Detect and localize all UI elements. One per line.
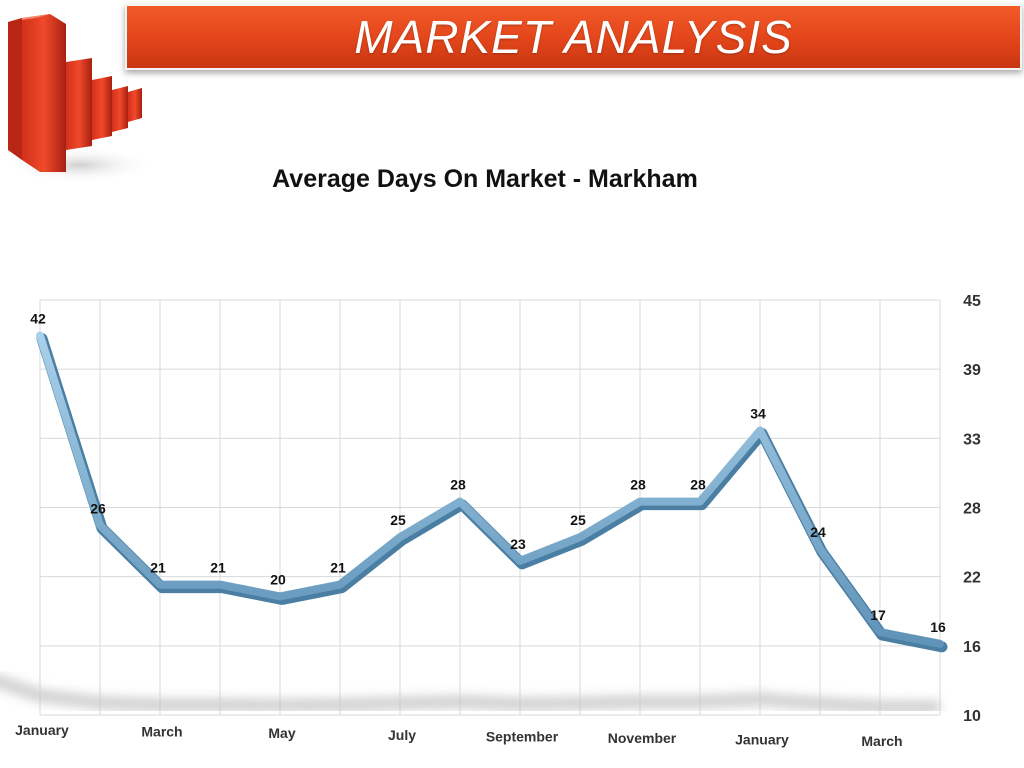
data-label: 28 — [630, 477, 646, 493]
x-tick-label: July — [388, 727, 416, 743]
series-line — [36, 331, 944, 648]
y-tick-label: 39 — [963, 362, 981, 379]
data-label: 28 — [690, 477, 706, 493]
x-tick-label: November — [608, 730, 677, 746]
data-label: 20 — [270, 571, 286, 587]
data-label: 34 — [750, 405, 766, 421]
data-label: 25 — [390, 512, 406, 528]
series-line-depth — [36, 333, 948, 653]
data-label: 24 — [810, 524, 826, 540]
x-tick-label: March — [141, 724, 182, 740]
data-label: 25 — [570, 512, 586, 528]
chart-title: Average Days On Market - Markham — [272, 165, 698, 193]
x-tick-label: September — [486, 728, 559, 744]
y-tick-label: 28 — [963, 501, 981, 518]
y-tick-label: 16 — [963, 639, 981, 656]
x-tick-label: March — [861, 733, 902, 749]
data-label: 21 — [330, 560, 346, 576]
data-label: 16 — [930, 619, 946, 635]
title-banner: MARKET ANALYSIS — [125, 4, 1022, 70]
y-tick-label: 10 — [963, 708, 981, 725]
x-tick-label: January — [15, 722, 69, 738]
data-label: 21 — [150, 560, 166, 576]
line-chart: 42 26 21 21 20 21 25 28 23 25 28 28 34 24 17 16 10 16 22 28… — [0, 293, 981, 749]
y-tick-label: 45 — [963, 293, 981, 310]
data-label: 42 — [30, 311, 46, 327]
bar-chart-logo-icon — [5, 14, 155, 183]
data-label: 28 — [450, 477, 466, 493]
x-tick-label: January — [735, 732, 789, 748]
x-tick-label: May — [268, 725, 295, 741]
y-tick-label: 33 — [963, 431, 981, 448]
data-label: 17 — [870, 607, 886, 623]
line-floor-shadow — [0, 674, 941, 715]
data-label: 21 — [210, 560, 226, 576]
y-tick-label: 22 — [963, 570, 981, 587]
data-label: 26 — [90, 500, 106, 516]
data-label: 23 — [510, 536, 526, 552]
banner-title: MARKET ANALYSIS — [354, 11, 793, 63]
